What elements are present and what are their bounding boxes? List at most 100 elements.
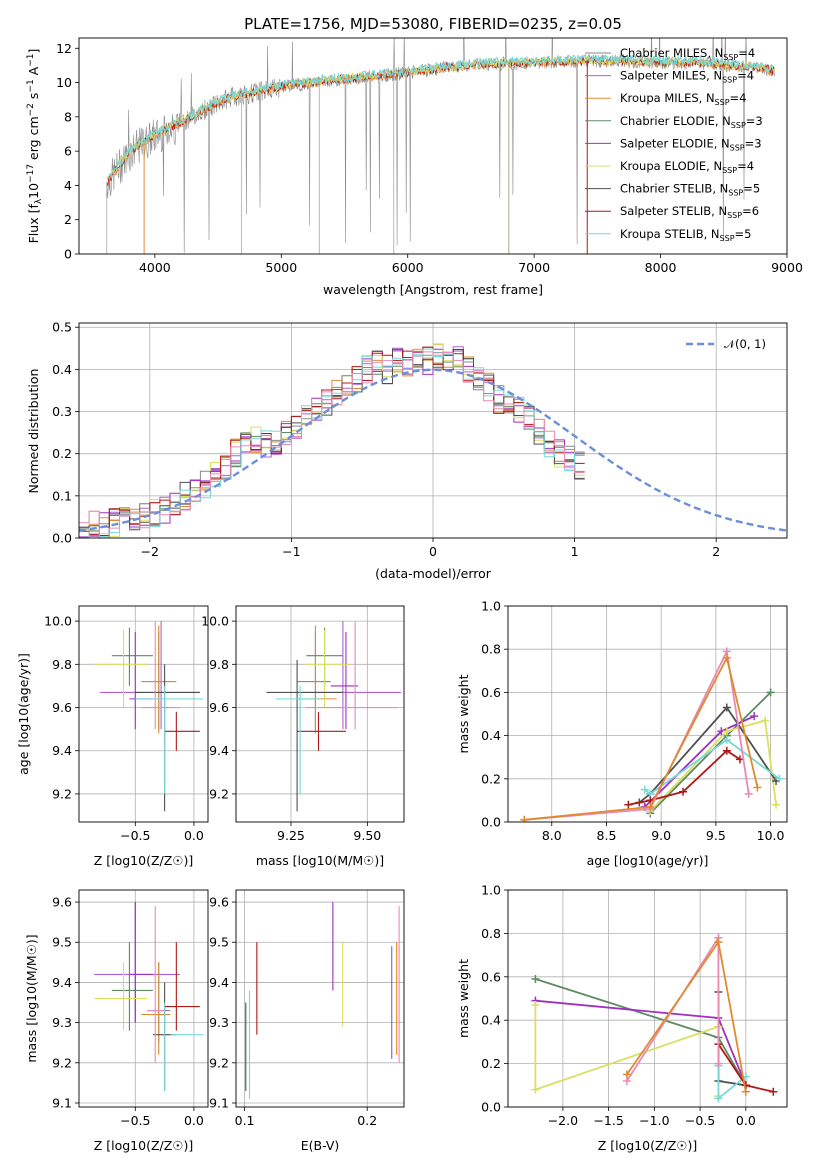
weight-marker — [679, 787, 688, 796]
tick-label-y: 9.1 — [209, 1095, 229, 1110]
tick-label-x: 0.2 — [357, 1113, 377, 1128]
tick-label-x: 9000 — [771, 260, 803, 275]
weight-marker — [753, 783, 762, 792]
weight-marker — [769, 1087, 778, 1096]
spectrum-model-line — [106, 53, 775, 179]
panel-7: 0.1 0.2 9.1 9.2 9.3 9.4 9.5 9.6 E(B-V) — [209, 889, 405, 1153]
axes-frame — [78, 322, 788, 539]
tick-label-x: 8.0 — [542, 828, 562, 843]
histogram-line — [79, 348, 585, 538]
tick-label-y: 9.4 — [209, 743, 229, 758]
gaussian-curve — [79, 368, 787, 532]
weight-marker — [741, 1087, 750, 1096]
histogram-line — [79, 346, 585, 536]
tick-label-x: 0.0 — [736, 1113, 756, 1128]
figure-title: PLATE=1756, MJD=53080, FIBERID=0235, z=0… — [244, 15, 622, 33]
weight-marker — [714, 1094, 723, 1103]
tick-label-y: 0.4 — [481, 728, 501, 743]
tick-label-y: 0.0 — [481, 1100, 501, 1115]
weight-line — [644, 738, 780, 796]
weight-marker — [722, 703, 731, 712]
weight-marker — [722, 746, 731, 755]
tick-label-x: 4000 — [139, 260, 171, 275]
plot-area — [94, 621, 204, 812]
panel-3: −0.5 0.0 9.2 9.4 9.6 9.8 10.0 Z [log10(Z/Z☉)] ag… — [16, 605, 209, 868]
tick-label-x: −1.5 — [593, 1113, 623, 1128]
tick-label-x: 9.5 — [706, 828, 726, 843]
tick-label-y: 9.3 — [52, 1015, 72, 1030]
tick-label-y: 9.8 — [209, 657, 229, 672]
weight-marker — [722, 727, 731, 736]
histogram-line — [79, 344, 585, 538]
tick-label-x: −1.0 — [639, 1113, 669, 1128]
tick-label-y: 9.6 — [52, 895, 72, 910]
x-axis-label: wavelength [Angstrom, rest frame] — [323, 282, 543, 297]
weight-marker — [624, 800, 633, 809]
axes-frame — [78, 605, 209, 823]
legend-label: Chabrier MILES, NSSP=4 — [620, 46, 755, 62]
axes-frame — [507, 605, 788, 823]
x-axis-label: mass [log10(M/M☉)] — [256, 853, 384, 868]
tick-label-y: 0.1 — [52, 488, 72, 503]
tick-label-x: 0.0 — [184, 1113, 204, 1128]
tick-label-x: 5000 — [265, 260, 297, 275]
y-axis-label: Normed distribution — [26, 369, 41, 494]
plot-area — [520, 647, 784, 822]
tick-label-y: 9.2 — [209, 786, 229, 801]
tick-label-y: 12 — [56, 41, 72, 56]
tick-label-y: 0.2 — [481, 771, 501, 786]
tick-label-x: −0.5 — [120, 1113, 150, 1128]
x-axis-label: Z [log10(Z/Z☉)] — [94, 853, 194, 868]
tick-label-y: 0.0 — [52, 531, 72, 546]
tick-label-y: 2 — [64, 212, 72, 227]
tick-label-y: 0.2 — [52, 446, 72, 461]
tick-label-y: 0.4 — [481, 1013, 501, 1028]
panel-4: 9.25 9.50 9.2 9.4 9.6 9.8 10.0 mass [log10(M/M☉… — [201, 605, 405, 868]
tick-label-x: 0.0 — [184, 828, 204, 843]
weight-marker — [640, 785, 649, 794]
x-axis-label: age [log10(age/yr)] — [587, 853, 709, 868]
weight-marker — [772, 800, 781, 809]
tick-label-x: −0.5 — [685, 1113, 715, 1128]
tick-label-x: 9.25 — [277, 828, 305, 843]
tick-label-y: 0 — [64, 247, 72, 262]
x-axis-label: Z [log10(Z/Z☉)] — [94, 1138, 194, 1153]
tick-label-y: 9.5 — [52, 935, 72, 950]
y-axis-label: mass weight — [456, 959, 471, 1038]
plot-area — [106, 38, 775, 254]
weight-marker — [622, 1070, 631, 1079]
panel-1: 4000 5000 6000 7000 8000 9000 0 2 4 6 8 10 12 Chabrie… — [26, 37, 803, 297]
tick-label-x: −1 — [282, 544, 300, 559]
weight-line — [626, 939, 747, 1092]
tick-label-y: 0.6 — [481, 969, 501, 984]
tick-label-y: 0.4 — [52, 362, 72, 377]
weight-marker — [766, 688, 775, 697]
tick-label-x: 9.0 — [651, 828, 671, 843]
tick-label-y: 10.0 — [44, 614, 72, 629]
y-axis-label: age [log10(age/yr)] — [16, 653, 31, 775]
tick-label-y: 0.8 — [481, 926, 501, 941]
panel-6: −0.5 0.0 9.1 9.2 9.3 9.4 9.5 9.6 Z [log10(Z/Z☉)]… — [24, 889, 209, 1153]
tick-label-x: 9.50 — [353, 828, 381, 843]
tick-label-y: 9.5 — [209, 935, 229, 950]
panel-5: 8.0 8.5 9.0 9.5 10.0 0.0 0.2 0.4 0.6 0.8 1.0 age [l… — [456, 599, 788, 868]
tick-label-y: 0.2 — [481, 1056, 501, 1071]
weight-marker — [531, 974, 540, 983]
x-axis-label: (data-model)/error — [375, 566, 492, 581]
weight-marker — [761, 716, 770, 725]
weight-marker — [531, 1001, 540, 1010]
y-axis-label: mass [log10(M/M☉)] — [24, 934, 39, 1062]
histogram-line — [79, 350, 585, 538]
tick-label-y: 1.0 — [481, 599, 501, 614]
tick-label-x: 0 — [429, 544, 437, 559]
weight-marker — [646, 802, 655, 811]
tick-label-y: 9.4 — [52, 975, 72, 990]
tick-label-x: −2 — [141, 544, 159, 559]
plot-area — [79, 343, 787, 538]
weight-marker — [714, 1059, 723, 1068]
legend-label: Chabrier ELODIE, NSSP=3 — [620, 114, 763, 130]
tick-label-y: 9.1 — [52, 1095, 72, 1110]
axes-frame — [235, 605, 405, 823]
